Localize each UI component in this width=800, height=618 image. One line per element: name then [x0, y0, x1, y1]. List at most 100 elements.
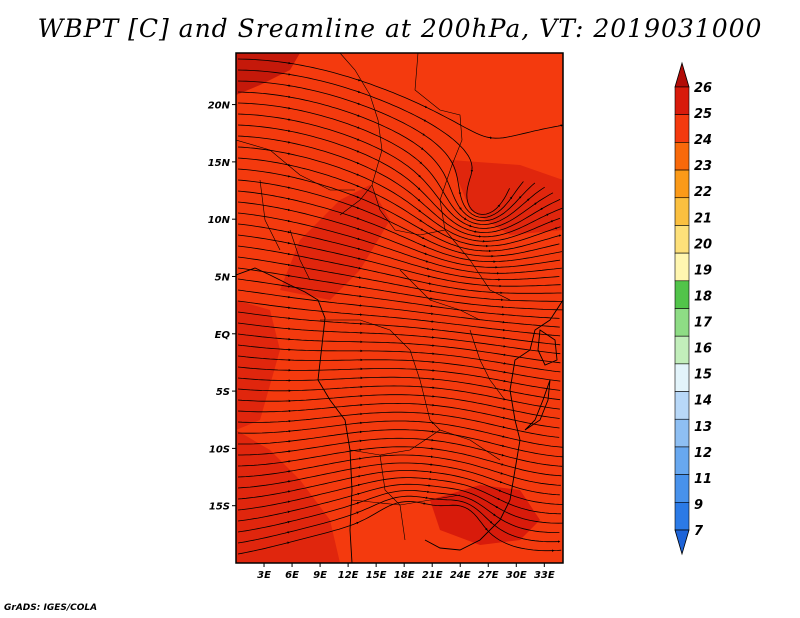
colorbar-band: [674, 391, 690, 420]
wbpt-hot-zone: [236, 53, 300, 95]
streamline-arrow: [491, 512, 496, 516]
lon-tick-label: 33E: [534, 570, 555, 581]
streamline-arrow: [354, 502, 360, 505]
streamline-arrow: [354, 511, 360, 515]
streamline-arrow: [421, 244, 427, 248]
colorbar-label: 23: [694, 159, 712, 174]
streamline-arrow: [356, 285, 362, 289]
streamline-arrow: [284, 531, 291, 534]
colorbar-band: [674, 363, 690, 392]
lon-tick-label: 21E: [422, 570, 443, 581]
streamline-arrow: [355, 475, 361, 478]
streamline: [237, 245, 562, 294]
streamline-arrow: [354, 195, 360, 199]
lon-tick-label: 30E: [506, 570, 527, 581]
streamline-arrow: [354, 217, 360, 220]
colorbar: 26 25 24 23 22 21 20 19 18 17 16 15 14 13 12 11 9 7: [674, 61, 713, 556]
lat-tick-label: EQ: [215, 330, 231, 341]
streamline-arrow: [495, 497, 501, 500]
streamline: [237, 446, 562, 477]
streamline: [237, 58, 562, 139]
streamline: [237, 157, 561, 247]
colorbar-band: [674, 197, 690, 226]
streamline-arrow: [285, 61, 292, 65]
colorbar-band: [674, 114, 690, 143]
colorbar-label: 24: [694, 133, 712, 148]
streamline: [237, 102, 545, 225]
colorbar-label: 13: [694, 420, 712, 435]
streamline: [237, 420, 563, 448]
streamline: [237, 311, 561, 346]
colorbar-label: 7: [694, 524, 704, 539]
colorbar-band: [674, 169, 690, 199]
streamlines: [237, 58, 563, 555]
streamline: [237, 490, 560, 533]
streamline-arrow: [508, 196, 513, 201]
streamline-arrow: [285, 174, 291, 178]
streamline-arrow: [285, 295, 291, 299]
streamline-arrow: [285, 274, 291, 277]
streamline-arrow: [356, 466, 362, 469]
lon-tick-label: 3E: [257, 570, 271, 581]
streamline-arrow: [355, 266, 362, 270]
streamline: [237, 201, 561, 268]
streamline-arrow: [471, 230, 478, 233]
streamline-arrow: [355, 237, 361, 241]
streamline-arrow: [501, 362, 507, 365]
streamline-arrow: [500, 407, 506, 410]
streamline-arrow: [285, 197, 291, 200]
streamline-arrow: [422, 105, 428, 108]
streamline-arrow: [499, 444, 505, 448]
streamline: [237, 333, 561, 364]
streamline-arrow: [552, 227, 558, 230]
streamline-arrow: [285, 118, 291, 121]
streamline-arrow: [544, 213, 549, 217]
lat-tick-label: 5S: [216, 387, 230, 398]
lat-tick-label: 15S: [209, 502, 230, 513]
streamline: [238, 429, 563, 458]
streamline-arrow: [428, 312, 434, 315]
streamline-arrow: [285, 141, 291, 144]
streamline: [237, 376, 561, 401]
streamline: [237, 69, 510, 215]
lon-axis: 3E 6E 9E 12E 15E 18E 21E 24E 27E 30E 33E: [257, 563, 555, 581]
streamline-arrow: [354, 227, 360, 230]
streamline-arrow: [355, 114, 361, 117]
lat-tick-label: 5N: [215, 272, 231, 283]
streamline-arrow: [501, 370, 507, 374]
streamline-arrow: [419, 146, 424, 150]
wbpt-warm-zone: [236, 430, 340, 563]
streamline-arrow: [496, 489, 502, 492]
wbpt-warm-zone: [236, 300, 280, 430]
chart-title: WBPT [C] and Sreamline at 200hPa, VT: 20…: [37, 14, 763, 43]
streamline-arrow: [499, 453, 505, 457]
streamline-arrow: [424, 267, 430, 270]
streamline: [237, 470, 563, 505]
streamline: [237, 267, 563, 311]
colorbar-label: 18: [694, 289, 712, 304]
wbpt-warm-zone: [450, 160, 563, 235]
streamline-arrow: [538, 207, 544, 211]
lat-tick-label: 20N: [208, 101, 231, 112]
colorbar-label: 25: [694, 107, 712, 122]
streamline-arrow: [556, 234, 562, 237]
streamline-arrow: [420, 132, 426, 136]
colorbar-band: [674, 418, 690, 448]
streamline-arrow: [356, 448, 363, 452]
streamline-arrow: [525, 198, 530, 203]
streamline-arrow: [285, 263, 291, 267]
streamline: [237, 483, 563, 524]
streamline-arrow: [548, 220, 554, 223]
streamline-arrow: [354, 492, 361, 496]
streamline-arrow: [484, 526, 488, 531]
streamline-arrow: [285, 95, 291, 99]
colorbar-top-arrow: [674, 61, 690, 88]
streamline: [237, 113, 554, 229]
map-plot-area: [236, 53, 563, 563]
streamline-arrow: [458, 189, 462, 195]
streamline-arrow: [285, 285, 291, 288]
streamline: [237, 344, 561, 373]
streamline-arrow: [285, 219, 291, 223]
streamline-arrow: [285, 490, 291, 493]
